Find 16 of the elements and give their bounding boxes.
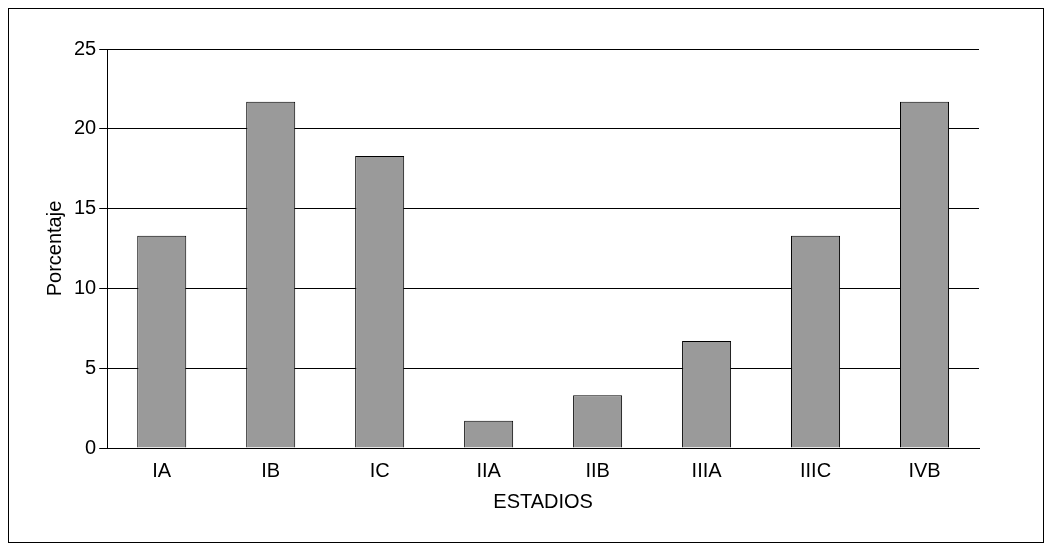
x-tick-label: IIIC: [799, 458, 832, 481]
y-tick-label: 25: [74, 36, 97, 59]
y-tick-label: 0: [85, 435, 97, 458]
x-tick-label: IIA: [476, 458, 502, 481]
x-tick-label: IIIA: [691, 458, 723, 481]
y-tick-label: 10: [74, 275, 97, 298]
y-tick-label: 20: [74, 116, 97, 139]
x-tick-label: IIB: [585, 458, 610, 481]
x-tick-label: IB: [261, 458, 281, 481]
x-tick-label: IC: [369, 458, 390, 481]
y-tick-label: 15: [74, 196, 97, 219]
x-axis-title: ESTADIOS: [493, 489, 593, 512]
y-axis-title: Porcentaje: [42, 200, 65, 297]
x-tick-label: IVB: [908, 458, 941, 481]
x-tick-label: IA: [152, 458, 172, 481]
y-tick-label: 5: [85, 355, 97, 378]
